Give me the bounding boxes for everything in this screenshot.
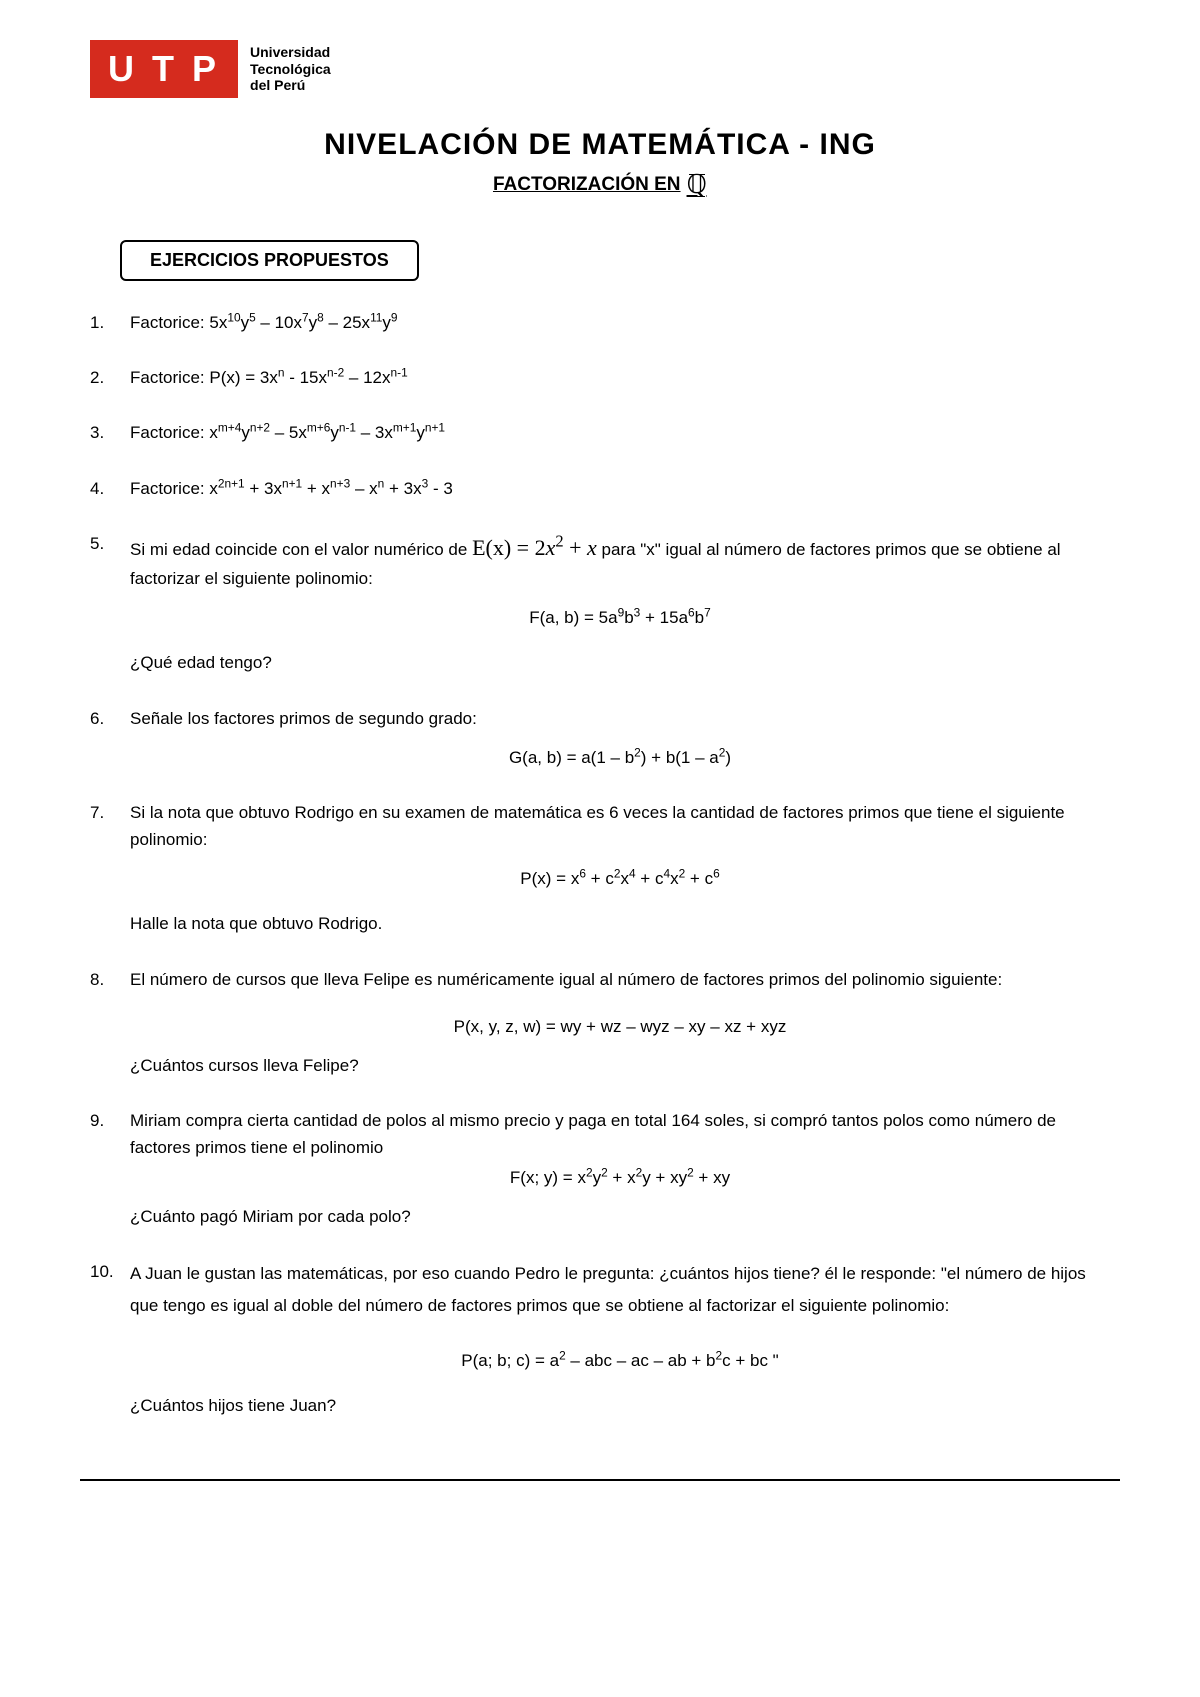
exercise-text: Miriam compra cierta cantidad de polos a… [130, 1107, 1110, 1161]
logo-line-1: Universidad [250, 44, 331, 61]
logo-line-2: Tecnológica [250, 61, 331, 78]
exercise-prefix: Factorice: [130, 479, 209, 498]
question: Halle la nota que obtuvo Rodrigo. [90, 910, 1110, 937]
formula: F(x; y) = x2y2 + x2y + xy2 + xy [130, 1164, 1110, 1191]
exercise-6: Señale los factores primos de segundo gr… [90, 705, 1110, 771]
exercise-10: A Juan le gustan las matemáticas, por es… [90, 1258, 1110, 1419]
exercise-3: Factorice: xm+4yn+2 – 5xm+6yn-1 – 3xm+1y… [90, 419, 1110, 446]
exercise-4: Factorice: x2n+1 + 3xn+1 + xn+3 – xn + 3… [90, 475, 1110, 502]
exercise-2: Factorice: P(x) = 3xn - 15xn-2 – 12xn-1 [90, 364, 1110, 391]
logo-line-3: del Perú [250, 77, 331, 94]
question: ¿Qué edad tengo? [90, 649, 1110, 676]
exercise-5: Si mi edad coincide con el valor numéric… [90, 530, 1110, 677]
logo: U T P Universidad Tecnológica del Perú [90, 40, 1110, 98]
formula: P(a; b; c) = a2 – abc – ac – ab + b2c + … [130, 1347, 1110, 1374]
footer-line [80, 1479, 1120, 1481]
formula: G(a, b) = a(1 – b2) + b(1 – a2) [130, 744, 1110, 771]
exercise-list: Factorice: 5x10y5 – 10x7y8 – 25x11y9 Fac… [90, 309, 1110, 1419]
page-subtitle: FACTORIZACIÓN EN ℚ [90, 170, 1110, 200]
exercise-8: El número de cursos que lleva Felipe es … [90, 966, 1110, 1080]
exercise-7: Si la nota que obtuvo Rodrigo en su exam… [90, 799, 1110, 938]
logo-subtitle: Universidad Tecnológica del Perú [250, 44, 331, 94]
formula: F(a, b) = 5a9b3 + 15a6b7 [130, 604, 1110, 631]
question: ¿Cuántos cursos lleva Felipe? [90, 1052, 1110, 1079]
exercise-text: El número de cursos que lleva Felipe es … [130, 966, 1110, 993]
exercise-prefix: Factorice: [130, 313, 209, 332]
formula: P(x) = x6 + c2x4 + c4x2 + c6 [130, 865, 1110, 892]
page-title: NIVELACIÓN DE MATEMÁTICA - ING [90, 128, 1110, 162]
logo-box: U T P [90, 40, 238, 98]
exercise-prefix: Factorice: [130, 423, 209, 442]
exercise-expression: P(x) = 3xn - 15xn-2 – 12xn-1 [209, 368, 407, 387]
exercise-text: Si la nota que obtuvo Rodrigo en su exam… [130, 799, 1110, 853]
exercise-expression: x2n+1 + 3xn+1 + xn+3 – xn + 3x3 - 3 [209, 479, 452, 498]
subtitle-text: FACTORIZACIÓN EN [493, 174, 681, 196]
exercise-9: Miriam compra cierta cantidad de polos a… [90, 1107, 1110, 1230]
question: ¿Cuánto pagó Miriam por cada polo? [90, 1203, 1110, 1230]
question: ¿Cuántos hijos tiene Juan? [90, 1392, 1110, 1419]
exercise-expression: xm+4yn+2 – 5xm+6yn-1 – 3xm+1yn+1 [209, 423, 445, 442]
section-heading: EJERCICIOS PROPUESTOS [120, 240, 419, 281]
inline-formula: E(x) = 2x2 + x [472, 535, 597, 560]
exercise-prefix: Factorice: [130, 368, 209, 387]
exercise-text: Si mi edad coincide con el valor numéric… [130, 530, 1110, 592]
text-before: Si mi edad coincide con el valor numéric… [130, 540, 472, 559]
exercise-text: Señale los factores primos de segundo gr… [130, 705, 1110, 732]
exercise-1: Factorice: 5x10y5 – 10x7y8 – 25x11y9 [90, 309, 1110, 336]
exercise-text: A Juan le gustan las matemáticas, por es… [130, 1258, 1110, 1323]
exercise-expression: 5x10y5 – 10x7y8 – 25x11y9 [209, 313, 397, 332]
rationals-symbol: ℚ [687, 170, 707, 200]
formula: P(x, y, z, w) = wy + wz – wyz – xy – xz … [130, 1013, 1110, 1040]
